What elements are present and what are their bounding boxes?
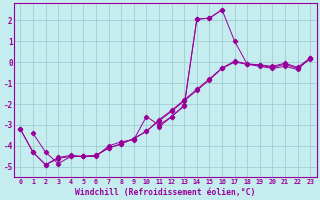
X-axis label: Windchill (Refroidissement éolien,°C): Windchill (Refroidissement éolien,°C) [75,188,255,197]
